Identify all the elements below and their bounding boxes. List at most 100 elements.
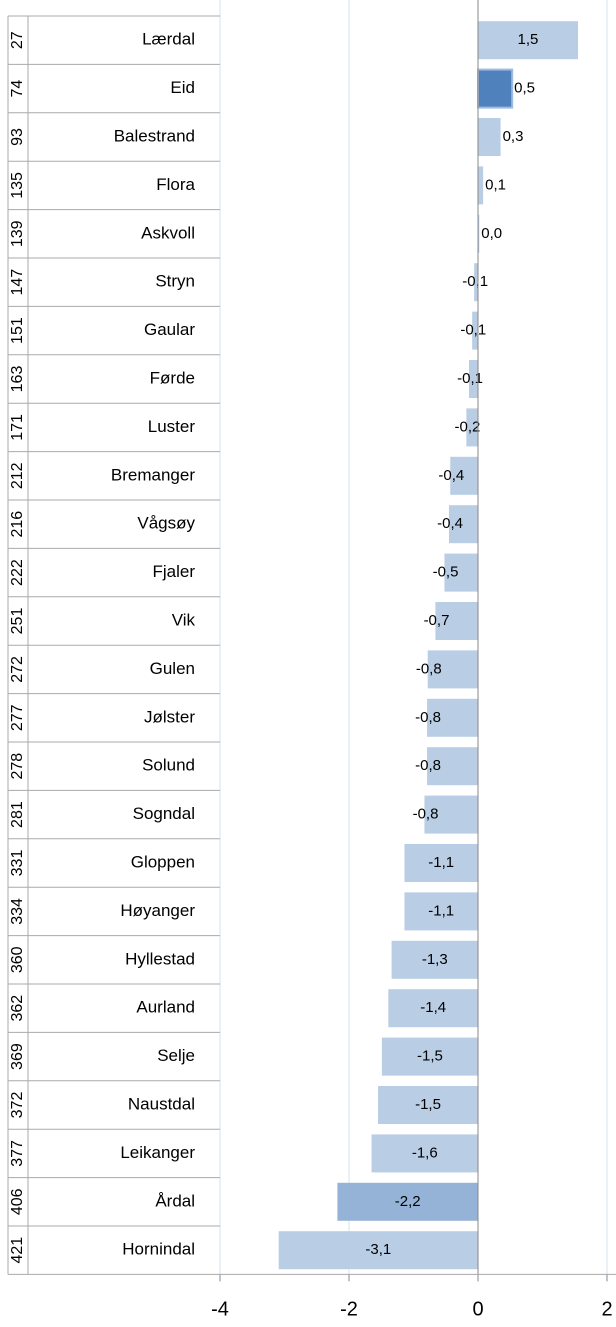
bar: [388, 989, 478, 1028]
rank: 135: [9, 172, 26, 199]
rank: 421: [9, 1237, 26, 1264]
value-label: 1,5: [518, 31, 539, 48]
category-label: Vik: [172, 610, 196, 629]
category-label: Aurland: [136, 998, 195, 1017]
rank: 334: [9, 898, 26, 925]
rank: 212: [9, 462, 26, 489]
rank: 74: [9, 80, 26, 98]
bar: [478, 214, 480, 253]
category-label: Lærdal: [142, 30, 195, 49]
bar: [427, 747, 478, 786]
rank: 277: [9, 704, 26, 731]
bar: [371, 1134, 478, 1173]
bar: [378, 1086, 478, 1124]
bar: [474, 263, 478, 302]
bar: [448, 505, 478, 544]
value-label: -0,8: [415, 757, 441, 774]
bar: [391, 940, 478, 979]
value-label: -0,2: [455, 418, 481, 435]
value-label: 0,5: [514, 80, 535, 97]
rank: 171: [9, 414, 26, 441]
rank: 147: [9, 269, 26, 296]
bar: [444, 553, 478, 592]
x-tick-label: -2: [340, 1298, 358, 1320]
value-label: -1,4: [420, 999, 446, 1016]
value-label: -0,8: [416, 660, 442, 677]
category-label: Stryn: [155, 272, 195, 291]
value-label: -0,1: [462, 273, 488, 290]
category-label: Høyanger: [120, 901, 195, 920]
value-label: -1,1: [428, 902, 454, 919]
category-label: Årdal: [155, 1191, 195, 1210]
rank: 272: [9, 656, 26, 683]
category-label: Balestrand: [114, 126, 195, 145]
value-label: -0,5: [433, 564, 459, 581]
value-label: 0,0: [481, 225, 502, 242]
rank: 362: [9, 995, 26, 1022]
category-label: Gulen: [150, 659, 195, 678]
category-label: Luster: [148, 417, 196, 436]
bar: [477, 68, 514, 109]
category-label: Leikanger: [120, 1143, 195, 1162]
value-label: -1,5: [417, 1048, 443, 1065]
rank: 251: [9, 608, 26, 635]
rank: 278: [9, 753, 26, 780]
rank: 377: [9, 1140, 26, 1167]
category-label: Askvoll: [141, 223, 195, 242]
value-label: -0,8: [413, 806, 439, 823]
value-label: -0,4: [438, 467, 464, 484]
category-label: Fjaler: [152, 562, 195, 581]
bar: [424, 795, 478, 834]
bar: [478, 118, 501, 156]
rank: 406: [9, 1188, 26, 1215]
rank: 163: [9, 366, 26, 393]
rank: 222: [9, 559, 26, 586]
bar: [404, 844, 478, 882]
category-label: Gaular: [144, 320, 195, 339]
bar: [478, 166, 484, 205]
bar: [278, 1231, 478, 1270]
bar: [478, 21, 578, 60]
value-label: -1,1: [428, 854, 454, 871]
value-label: -2,2: [395, 1193, 421, 1210]
bar: [404, 892, 478, 931]
bar: [427, 698, 478, 737]
category-label: Bremanger: [111, 465, 195, 484]
x-tick-label: 0: [472, 1298, 483, 1320]
category-label: Flora: [156, 175, 195, 194]
rank: 151: [9, 317, 26, 344]
value-label: -0,4: [437, 515, 463, 532]
rank: 281: [9, 801, 26, 828]
rank: 331: [9, 850, 26, 877]
rank: 372: [9, 1092, 26, 1119]
rank: 139: [9, 220, 26, 247]
rank: 216: [9, 511, 26, 538]
rank: 360: [9, 946, 26, 973]
value-label: -0,1: [460, 322, 486, 339]
x-tick-label: 2: [601, 1298, 612, 1320]
value-label: -3,1: [365, 1241, 391, 1258]
category-label: Førde: [150, 368, 195, 387]
value-label: -0,7: [424, 612, 450, 629]
category-label: Naustdal: [128, 1094, 195, 1113]
rank: 27: [9, 31, 26, 49]
category-label: Eid: [170, 78, 195, 97]
bar: [435, 602, 478, 640]
value-label: -1,6: [412, 1144, 438, 1161]
bar: [466, 408, 478, 447]
category-label: Solund: [142, 756, 195, 775]
value-label: -0,8: [415, 709, 441, 726]
value-label: -1,5: [415, 1096, 441, 1113]
value-label: 0,3: [503, 128, 524, 145]
bar: [427, 650, 478, 689]
category-label: Vågsøy: [137, 514, 195, 533]
category-label: Sogndal: [133, 804, 195, 823]
category-label: Gloppen: [131, 852, 195, 871]
category-label: Selje: [157, 1046, 195, 1065]
category-label: Hornindal: [122, 1240, 195, 1259]
value-label: -1,3: [422, 951, 448, 968]
bar: [450, 456, 478, 495]
rank: 93: [9, 128, 26, 146]
bar: [472, 311, 478, 350]
